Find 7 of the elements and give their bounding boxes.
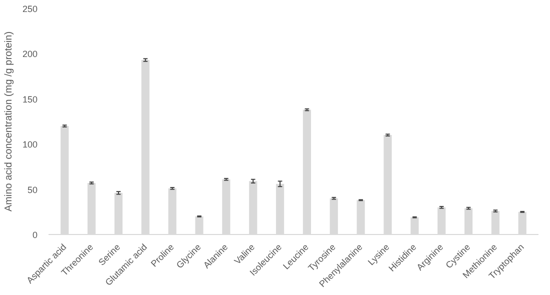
y-tick-label: 150: [22, 94, 38, 104]
y-tick-label: 200: [22, 49, 38, 60]
y-axis-title: Amino acid concentration (mg /g protein): [3, 31, 14, 212]
y-tick-label: 0: [32, 230, 38, 240]
y-tick-label: 100: [22, 140, 38, 150]
y-tick-label: 250: [22, 4, 38, 14]
y-tick-label: 50: [27, 184, 38, 195]
